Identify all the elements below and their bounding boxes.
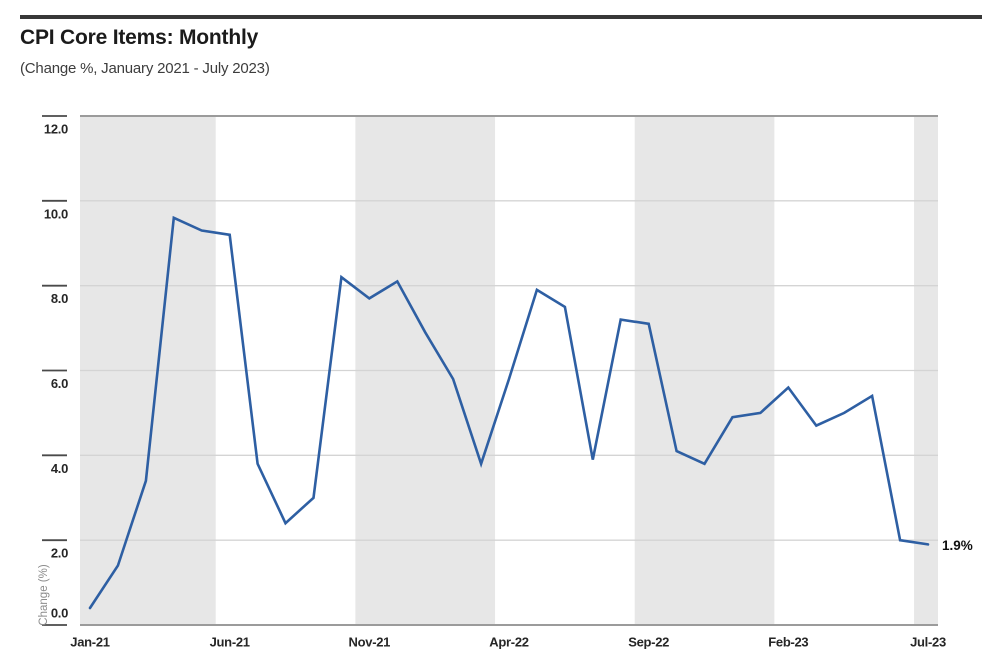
chart-title: CPI Core Items: Monthly [20,26,259,49]
y-tick-label: 6.0 [51,376,68,391]
y-tick-label: 12.0 [44,122,68,137]
y-tick-label: 8.0 [51,291,68,306]
x-tick-label: Apr-22 [489,635,528,650]
y-tick-label: 0.0 [51,606,68,621]
x-tick-label: Jul-23 [910,635,946,650]
cpi-line-chart: 0.0 2.0 4.0 6.0 8.0 10.0 12.0 Jan-21 Jun-21 Nov-2… [38,115,973,650]
x-tick-label: Jun-21 [210,635,250,650]
data-line [88,215,930,610]
x-tick-label: Sep-22 [628,635,669,650]
y-tick-label: 4.0 [51,461,68,476]
header-divider [20,15,982,19]
y-axis-title: Change (%) [38,564,50,626]
x-tick-label: Jan-21 [70,635,109,650]
y-tick-label: 10.0 [44,206,68,221]
x-tick-label: Feb-23 [768,635,808,650]
chart-subtitle: (Change %, January 2021 - July 2023) [20,60,270,77]
last-value-label: 1.9% [942,538,973,553]
x-tick-label: Nov-21 [349,635,391,650]
y-tick-label: 2.0 [51,546,68,561]
